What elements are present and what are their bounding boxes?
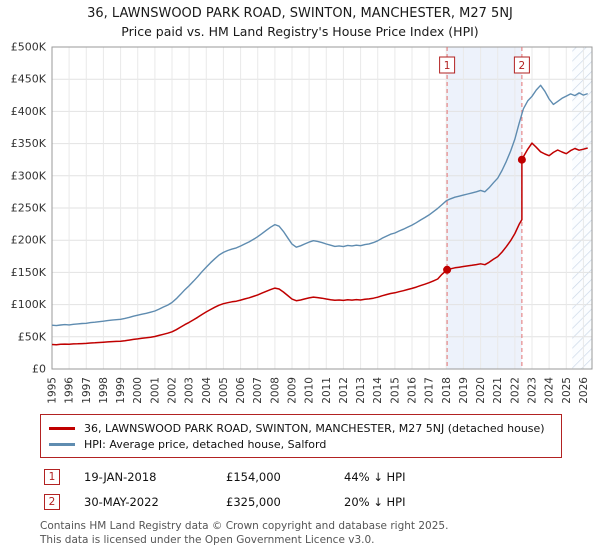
- sale-point-2: [517, 155, 526, 164]
- page-title: 36, LAWNSWOOD PARK ROAD, SWINTON, MANCHE…: [87, 6, 513, 21]
- x-tick-label: 2001: [149, 377, 161, 404]
- sale-2-hpi-delta: 20% ↓ HPI: [344, 495, 406, 509]
- y-tick-label: £200K: [11, 234, 47, 247]
- sale-1-hpi-delta: 44% ↓ HPI: [344, 470, 406, 484]
- x-tick-label: 2005: [218, 377, 230, 404]
- x-tick-label: 2024: [544, 377, 556, 404]
- y-tick-label: £400K: [11, 105, 47, 118]
- sale-1-marker-badge: 1: [44, 469, 60, 485]
- x-tick-label: 2003: [184, 377, 196, 404]
- property-line-swatch: [49, 426, 75, 430]
- transaction-list: 1 19-JAN-2018 £154,000 44% ↓ HPI 2 30-MA…: [44, 469, 600, 510]
- sale-2-price: £325,000: [226, 495, 281, 509]
- x-tick-label: 2026: [578, 377, 590, 404]
- sale-2-date: 30-MAY-2022: [84, 495, 159, 509]
- y-tick-label: £150K: [11, 266, 47, 279]
- sale-flag-2: [513, 56, 530, 74]
- x-tick-label: 1997: [81, 377, 93, 404]
- y-tick-label: £450K: [11, 73, 47, 86]
- page-subtitle: Price paid vs. HM Land Registry's House …: [121, 24, 479, 39]
- x-tick-label: 2006: [235, 377, 247, 404]
- hpi-line-swatch: [49, 442, 75, 446]
- y-tick-label: £350K: [11, 137, 47, 150]
- x-tick-label: 2007: [252, 377, 264, 404]
- copyright-line-1: Contains HM Land Registry data © Crown c…: [40, 520, 449, 532]
- x-tick-label: 2018: [441, 377, 453, 404]
- x-tick-label: 2015: [389, 377, 401, 404]
- legend-label-hpi: HPI: Average price, detached house, Salf…: [84, 437, 327, 451]
- x-tick-label: 2019: [458, 377, 470, 404]
- x-tick-label: 2012: [338, 377, 350, 404]
- x-tick-label: 2016: [407, 377, 419, 404]
- x-tick-label: 1998: [98, 377, 110, 404]
- legend-item-hpi: HPI: Average price, detached house, Salf…: [49, 436, 553, 452]
- x-tick-label: 2023: [527, 377, 539, 404]
- chart-header: 36, LAWNSWOOD PARK ROAD, SWINTON, MANCHE…: [0, 0, 600, 39]
- x-tick-label: 1996: [64, 377, 76, 404]
- x-tick-label: 2002: [167, 377, 179, 404]
- sale-1-price: £154,000: [226, 470, 281, 484]
- x-tick-label: 2020: [475, 377, 487, 404]
- transaction-row: 2 30-MAY-2022 £325,000 20% ↓ HPI: [44, 494, 600, 510]
- y-tick-label: £250K: [11, 202, 47, 215]
- legend-item-property: 36, LAWNSWOOD PARK ROAD, SWINTON, MANCHE…: [49, 420, 553, 436]
- x-tick-label: 2013: [355, 377, 367, 404]
- y-tick-label: £100K: [11, 298, 47, 311]
- y-tick-label: £500K: [11, 41, 47, 54]
- x-tick-label: 1995: [47, 377, 59, 404]
- svg-text:1: 1: [444, 60, 451, 72]
- price-history-chart: 1 2 £0 £50K £100K £150K £200K £250K £300K £350K £4…: [11, 41, 593, 404]
- x-tick-label: 2017: [424, 377, 436, 404]
- chart-legend: 36, LAWNSWOOD PARK ROAD, SWINTON, MANCHE…: [40, 414, 562, 458]
- svg-text:2: 2: [519, 60, 526, 72]
- y-tick-label: £300K: [11, 169, 47, 182]
- x-tick-label: 2011: [321, 377, 333, 404]
- x-tick-label: 1999: [115, 377, 127, 404]
- copyright-footer: Contains HM Land Registry data © Crown c…: [40, 520, 600, 547]
- sale-2-marker-badge: 2: [44, 494, 60, 510]
- x-tick-label: 2022: [509, 377, 521, 404]
- x-tick-label: 2009: [287, 377, 299, 404]
- x-tick-label: 2004: [201, 377, 213, 404]
- property-line: [51, 142, 588, 346]
- x-tick-label: 2014: [372, 377, 384, 404]
- legend-label-property: 36, LAWNSWOOD PARK ROAD, SWINTON, MANCHE…: [84, 421, 545, 435]
- x-tick-label: 2010: [304, 377, 316, 404]
- y-tick-label: £50K: [18, 330, 47, 343]
- y-tick-label: £0: [32, 363, 46, 376]
- x-tick-label: 2021: [492, 377, 504, 404]
- x-tick-label: 2025: [561, 377, 573, 404]
- x-tick-label: 2000: [132, 377, 144, 404]
- sale-1-date: 19-JAN-2018: [84, 470, 157, 484]
- transaction-row: 1 19-JAN-2018 £154,000 44% ↓ HPI: [44, 469, 600, 485]
- x-tick-label: 2008: [269, 377, 281, 404]
- sale-flag-1: [439, 56, 456, 74]
- hpi-line: [51, 84, 588, 327]
- sale-point-1: [443, 265, 452, 274]
- copyright-line-2: This data is licensed under the Open Gov…: [40, 533, 375, 546]
